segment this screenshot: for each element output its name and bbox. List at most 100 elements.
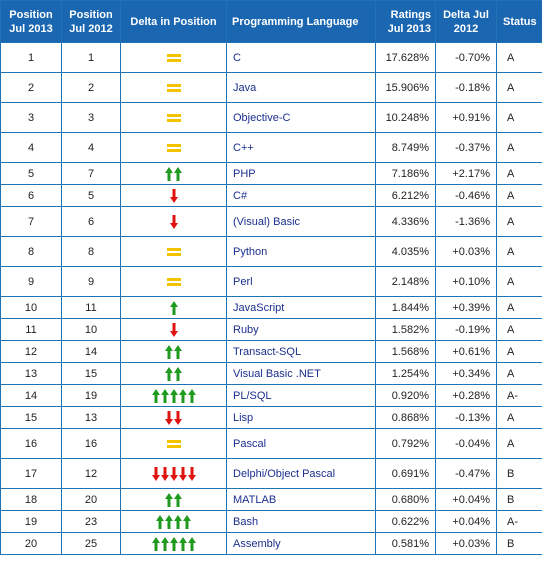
rating-cell: 0.680% [375,488,436,511]
delta-position-cell [120,102,227,133]
language-link[interactable]: Pascal [233,437,267,450]
delta-cell: +0.28% [435,384,497,407]
table-row: 10 11 JavaScript 1.844% +0.39% A [0,296,542,319]
header-ratings: Ratings Jul 2013 [375,0,436,43]
arrows-down-group [169,214,178,229]
table-row: 8 8 Python 4.035% +0.03% A [0,236,542,267]
language-link[interactable]: Bash [233,515,259,528]
rating-cell: 2.148% [375,266,436,297]
rating-cell: 4.336% [375,206,436,237]
rating-cell: 0.868% [375,406,436,429]
arrows-down-group [151,466,196,481]
delta-position-cell [120,318,227,341]
arrows-up-group [165,166,182,181]
equal-icon [166,143,181,152]
position-2013-cell: 3 [0,102,62,133]
delta-cell: +0.91% [435,102,497,133]
language-cell: MATLAB [226,488,376,511]
language-link[interactable]: Visual Basic .NET [233,367,321,380]
language-link[interactable]: MATLAB [233,493,277,506]
position-2012-cell: 20 [61,488,121,511]
language-link[interactable]: PHP [233,167,256,180]
table-row: 4 4 C++ 8.749% -0.37% A [0,132,542,163]
language-cell: PHP [226,162,376,185]
arrow-up-icon [174,166,182,181]
position-2012-cell: 2 [61,72,121,103]
delta-cell: +0.04% [435,510,497,533]
delta-position-cell [120,406,227,429]
delta-position-cell [120,428,227,459]
language-link[interactable]: Ruby [233,323,259,336]
language-link[interactable]: Python [233,245,268,258]
arrow-down-icon [169,322,178,337]
position-2012-cell: 6 [61,206,121,237]
language-link[interactable]: Delphi/Object Pascal [233,467,336,480]
equal-icon [166,113,181,122]
delta-position-cell [120,236,227,267]
language-cell: C# [226,184,376,207]
arrows-up-group [156,514,191,529]
rating-cell: 7.186% [375,162,436,185]
delta-position-cell [120,206,227,237]
delta-cell: -0.70% [435,42,497,73]
arrow-up-icon [151,536,160,551]
language-cell: Ruby [226,318,376,341]
table-row: 1 1 C 17.628% -0.70% A [0,42,542,73]
language-cell: Assembly [226,532,376,555]
table-row: 2 2 Java 15.906% -0.18% A [0,72,542,103]
arrow-up-icon [151,388,160,403]
table-row: 16 16 Pascal 0.792% -0.04% A [0,428,542,459]
language-link[interactable]: C# [233,189,248,202]
arrow-down-icon [169,188,178,203]
position-2013-cell: 2 [0,72,62,103]
language-cell: Pascal [226,428,376,459]
language-link[interactable]: Lisp [233,411,254,424]
header-status: Status [496,0,542,43]
language-link[interactable]: Java [233,81,257,94]
status-cell: A [496,206,542,237]
arrows-up-group [165,492,182,507]
arrow-up-icon [187,388,196,403]
table-row: 18 20 MATLAB 0.680% +0.04% B [0,488,542,511]
delta-cell: -1.36% [435,206,497,237]
language-link[interactable]: Perl [233,275,253,288]
position-2012-cell: 9 [61,266,121,297]
position-2012-cell: 1 [61,42,121,73]
table-row: 13 15 Visual Basic .NET 1.254% +0.34% A [0,362,542,385]
language-link[interactable]: Objective-C [233,111,291,124]
table-row: 3 3 Objective-C 10.248% +0.91% A [0,102,542,133]
rating-cell: 8.749% [375,132,436,163]
rating-cell: 0.792% [375,428,436,459]
rating-cell: 1.568% [375,340,436,363]
rating-cell: 10.248% [375,102,436,133]
language-link[interactable]: (Visual) Basic [233,215,301,228]
language-cell: Visual Basic .NET [226,362,376,385]
language-link[interactable]: C [233,51,241,64]
delta-position-cell [120,340,227,363]
position-2013-cell: 12 [0,340,62,363]
language-cell: JavaScript [226,296,376,319]
language-cell: Delphi/Object Pascal [226,458,376,489]
position-2012-cell: 10 [61,318,121,341]
delta-cell: -0.04% [435,428,497,459]
language-link[interactable]: Assembly [233,537,281,550]
rating-cell: 4.035% [375,236,436,267]
rating-cell: 17.628% [375,42,436,73]
position-2012-cell: 4 [61,132,121,163]
arrow-down-icon [169,466,178,481]
language-cell: PL/SQL [226,384,376,407]
header-delta-position: Delta in Position [120,0,227,43]
language-cell: Transact-SQL [226,340,376,363]
delta-cell: -0.46% [435,184,497,207]
position-2013-cell: 9 [0,266,62,297]
language-cell: Java [226,72,376,103]
arrow-up-icon [165,366,173,381]
delta-cell: +0.03% [435,532,497,555]
language-link[interactable]: JavaScript [233,301,285,314]
language-link[interactable]: PL/SQL [233,389,272,402]
header-row: Position Jul 2013 Position Jul 2012 Delt… [0,0,542,43]
language-link[interactable]: C++ [233,141,254,154]
position-2012-cell: 11 [61,296,121,319]
language-link[interactable]: Transact-SQL [233,345,302,358]
table-row: 15 13 Lisp 0.868% -0.13% A [0,406,542,429]
